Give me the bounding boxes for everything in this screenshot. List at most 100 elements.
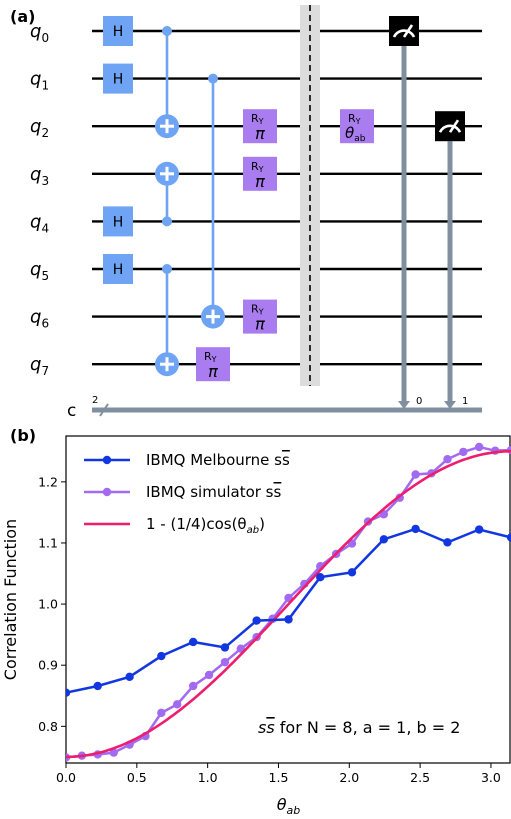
measure-bit: 0	[416, 396, 422, 407]
point-simulator	[268, 614, 277, 623]
x-tick-label: 1.5	[269, 770, 289, 785]
quantum-circuit: q0q1q2q3q4q5q6q7c2HHHHRYπRYπRYπRYπRYθab0…	[30, 5, 482, 420]
x-tick-label: 2.0	[339, 770, 359, 785]
h-gate-label: H	[113, 214, 124, 230]
legend-label: IBMQ Melbourne ss	[146, 451, 290, 469]
meter-needle	[448, 119, 460, 133]
ry-gate-angle: π	[255, 172, 265, 191]
point-melbourne	[506, 533, 511, 542]
point-simulator	[490, 446, 500, 455]
point-simulator	[347, 539, 357, 548]
point-simulator	[66, 753, 71, 762]
point-simulator	[188, 681, 198, 691]
point-simulator	[427, 469, 436, 478]
qubit-label: q7	[30, 354, 49, 378]
panel-a-label: (a)	[10, 7, 36, 26]
x-tick-label: 1.0	[198, 770, 218, 785]
point-melbourne	[411, 524, 420, 534]
y-tick-label: 0.9	[38, 658, 58, 673]
meter-needle	[402, 24, 414, 38]
point-melbourne	[252, 616, 261, 625]
h-gate-label: H	[113, 24, 124, 40]
h-gate-label: H	[113, 262, 124, 278]
qubit-label: q4	[30, 211, 49, 235]
point-simulator	[125, 740, 134, 749]
point-melbourne	[66, 688, 71, 697]
ry-gate	[243, 156, 277, 191]
point-simulator	[157, 708, 166, 718]
point-simulator	[220, 657, 230, 667]
point-simulator	[236, 644, 245, 653]
classical-label: c	[67, 401, 76, 420]
point-melbourne	[474, 525, 484, 534]
legend-label: 1 - (1/4)cos(θab)	[146, 515, 265, 536]
ry-gate-label: RY	[251, 303, 264, 317]
point-simulator	[379, 510, 389, 519]
ry-gate-angle: θab	[345, 124, 366, 144]
point-simulator	[506, 445, 511, 455]
point-simulator	[77, 751, 87, 760]
y-tick-label: 1.1	[38, 535, 58, 550]
ry-gate-label: RY	[251, 160, 264, 174]
measure-arrow	[398, 401, 410, 409]
point-simulator	[411, 470, 420, 479]
qubit-label: q5	[30, 259, 49, 283]
point-melbourne	[284, 615, 293, 624]
x-tick-label: 2.5	[410, 770, 430, 785]
point-simulator	[363, 517, 373, 526]
point-simulator	[93, 750, 102, 759]
meter-arc	[392, 29, 416, 38]
measure-bit: 1	[462, 396, 468, 407]
qubit-label: q2	[30, 116, 49, 140]
h-gate	[103, 206, 133, 237]
y-tick-label: 1.2	[38, 474, 58, 489]
point-simulator	[331, 549, 341, 559]
h-gate-label: H	[113, 72, 124, 88]
point-simulator	[252, 632, 261, 642]
h-gate	[103, 254, 133, 284]
chart-annotation: ss for N = 8, a = 1, b = 2	[258, 718, 460, 737]
legend-label: IBMQ simulator ss	[146, 483, 282, 501]
measure-arrow	[444, 401, 456, 409]
legend-marker	[102, 487, 112, 497]
qubit-label: q0	[30, 21, 49, 45]
point-simulator	[395, 493, 404, 502]
qubit-label: q6	[30, 307, 49, 331]
h-gate	[103, 16, 133, 46]
point-melbourne	[379, 535, 389, 544]
point-simulator	[204, 670, 214, 680]
point-melbourne	[93, 681, 102, 691]
series-line-melbourne	[66, 527, 511, 694]
point-melbourne	[188, 637, 198, 647]
ry-gate	[196, 347, 230, 382]
cnot-control	[162, 216, 172, 227]
point-simulator	[459, 447, 468, 457]
ry-gate-angle: π	[208, 362, 218, 381]
cnot-control	[162, 264, 172, 274]
ry-gate-label: RY	[348, 112, 361, 126]
ry-gate-label: RY	[251, 112, 264, 126]
ry-gate	[340, 109, 374, 144]
point-melbourne	[347, 568, 357, 577]
classical-count: 2	[92, 395, 98, 406]
point-simulator	[443, 455, 452, 464]
series-line-theory	[66, 449, 511, 759]
point-simulator	[109, 748, 118, 757]
y-tick-label: 1.0	[38, 597, 58, 612]
point-melbourne	[443, 538, 452, 547]
ry-gate-label: RY	[204, 350, 217, 364]
panel-b-label: (b)	[10, 426, 37, 445]
x-axis-label: θab	[277, 795, 301, 817]
qubit-label: q1	[30, 69, 49, 93]
plot-area	[66, 442, 511, 762]
x-tick-label: 0.0	[56, 770, 76, 785]
legend-marker	[102, 455, 112, 465]
ry-gate-angle: π	[255, 315, 265, 334]
point-simulator	[300, 579, 309, 589]
point-simulator	[474, 442, 484, 452]
series-line-simulator	[66, 445, 511, 759]
bundle-slash	[99, 403, 109, 417]
x-tick-label: 0.5	[127, 770, 147, 785]
point-simulator	[284, 593, 293, 603]
point-melbourne	[220, 643, 230, 652]
